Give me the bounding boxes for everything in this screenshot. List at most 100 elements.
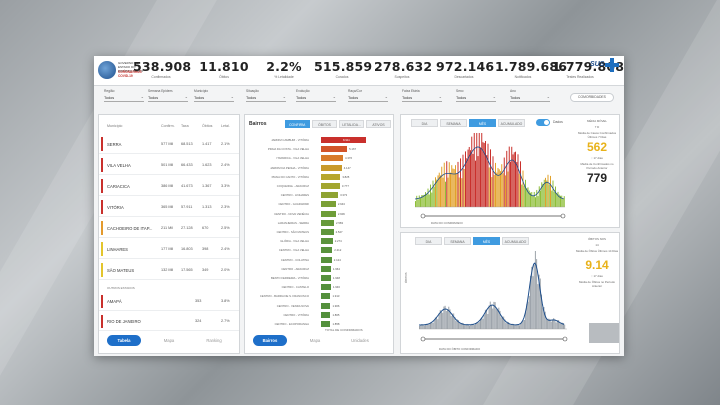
bar[interactable] — [321, 256, 332, 263]
confirmed-bar — [533, 191, 535, 207]
tab-mapa[interactable]: Mapa — [309, 338, 321, 343]
bar[interactable] — [321, 137, 366, 143]
row-color-marker — [101, 263, 103, 277]
table-row[interactable]: RIO DE JANEIRO 324 2.7% — [99, 313, 239, 331]
bar[interactable] — [321, 284, 331, 291]
slider-handle[interactable] — [420, 213, 426, 219]
bar[interactable] — [321, 183, 340, 189]
covid-logo-text: CORONAVÍRUS COVID-19 — [118, 70, 142, 78]
slider-handle[interactable] — [420, 336, 426, 342]
comorbidades-button[interactable]: COMORBIDADES — [570, 93, 614, 102]
bar[interactable] — [321, 219, 335, 226]
filter-dropdown[interactable]: Região Todos — [104, 89, 144, 109]
confirmed-bar — [437, 175, 439, 207]
bar[interactable] — [321, 275, 331, 281]
filter-dropdown[interactable]: Raça/Cor Todos — [348, 89, 388, 109]
bar[interactable] — [321, 201, 336, 208]
municipio-table-panel: Município Confirm. Taxa Óbitos Letal. SERRA 5… — [98, 114, 240, 354]
bar[interactable] — [321, 247, 333, 254]
tab-mapa[interactable]: Mapa — [163, 338, 175, 343]
table-column-header[interactable]: Óbitos — [202, 124, 213, 128]
bar[interactable] — [321, 293, 331, 300]
segment-option[interactable]: ACUMULADO — [498, 119, 525, 127]
filter-dropdown[interactable]: Faixa Etária Todos — [402, 89, 442, 109]
confirmed-bar — [560, 195, 561, 207]
table-row[interactable]: AMAPÁ 353 3.8% — [99, 293, 239, 311]
bar-label: CENTRO - BARRA DE S. FRANCISCO — [259, 294, 309, 299]
slider-handle[interactable] — [560, 213, 566, 219]
segment-option[interactable]: DIA — [415, 237, 442, 245]
table-row[interactable]: LINHARES 177 Mil 16.803 398 2.4% — [99, 240, 239, 259]
table-column-header[interactable]: Taxa — [181, 124, 189, 128]
bar-value: 1.865 — [332, 312, 340, 317]
table-row[interactable]: VITÓRIA 365 Mil 57.911 1.313 2.3% — [99, 198, 239, 217]
segment-option[interactable]: SEMANA — [444, 237, 471, 245]
filter-dropdown[interactable]: Situação Todos — [246, 89, 286, 109]
filter-dropdown[interactable]: Ano Todos — [510, 89, 550, 109]
death-bar — [453, 313, 455, 329]
bar[interactable] — [321, 155, 344, 162]
table-row[interactable]: CARIACICA 386 Mil 41.673 1.367 3.3% — [99, 177, 239, 196]
bar[interactable] — [321, 164, 342, 171]
bar[interactable] — [321, 229, 334, 235]
filter-dropdown[interactable]: Sexo Todos — [456, 89, 496, 109]
bar[interactable] — [321, 210, 336, 217]
filter-value[interactable]: Todos — [402, 94, 442, 102]
confirmed-bar — [452, 168, 454, 207]
bar-label: CENTRO - COLATINA — [280, 257, 309, 262]
segment-option[interactable]: ATIVOS — [366, 120, 391, 128]
row-color-marker — [101, 158, 103, 172]
filter-dropdown[interactable]: Evolução Todos — [296, 89, 336, 109]
confirmed-bar — [480, 147, 481, 207]
tab-unidades[interactable]: Unidades — [351, 338, 369, 343]
filter-value[interactable]: Todos — [194, 94, 234, 102]
table-column-header[interactable]: Confirm. — [161, 124, 175, 128]
confirmed-bar — [495, 162, 496, 207]
table-row[interactable]: CACHOEIRO DE ITAP... 211 Mil 27.128 670 2.5% — [99, 219, 239, 238]
table-row[interactable]: SÃO MATEUS 132 Mil 17.565 349 2.0% — [99, 261, 239, 280]
death-bar — [534, 251, 536, 329]
segment-option[interactable]: MÊS — [473, 237, 500, 245]
filter-value[interactable]: Todos — [510, 94, 550, 102]
slider-handle[interactable] — [562, 336, 568, 342]
segment-option[interactable]: SEMANA — [440, 119, 467, 127]
segment-option[interactable]: MÊS — [469, 119, 496, 127]
confirmed-bar — [443, 162, 445, 207]
filter-value[interactable]: Todos — [104, 94, 144, 102]
segment-option[interactable]: ACUMULADO — [502, 237, 529, 245]
tab-ranking[interactable]: Ranking — [206, 338, 222, 343]
filter-value[interactable]: Todos — [296, 94, 336, 102]
death-bar — [421, 324, 423, 329]
bar[interactable] — [321, 173, 341, 180]
filter-value[interactable]: Todos — [456, 94, 496, 102]
segment-option[interactable]: ÓBITOS — [312, 120, 337, 128]
bar[interactable] — [321, 321, 331, 327]
bar[interactable] — [321, 265, 331, 272]
filter-value[interactable]: Todos — [148, 94, 188, 102]
bar[interactable] — [321, 192, 339, 199]
table-column-header[interactable]: Município — [107, 124, 123, 128]
table-column-header[interactable]: Letal. — [221, 124, 230, 128]
bar[interactable] — [321, 238, 333, 245]
mid-tabs: Bairros Mapa Unidades — [245, 335, 393, 347]
bar[interactable] — [321, 311, 331, 318]
bar[interactable] — [321, 302, 331, 309]
bar-value: 2.906 — [337, 211, 345, 216]
filter-value[interactable]: Todos — [246, 94, 286, 102]
segment-option[interactable]: DIA — [411, 119, 438, 127]
tab-tabela[interactable]: Tabela — [107, 335, 141, 346]
confirmed-bar — [490, 149, 491, 207]
row-cell: 2.1% — [221, 142, 230, 146]
bar[interactable] — [321, 146, 348, 153]
data-toggle[interactable] — [536, 119, 550, 126]
segment-option[interactable]: LETALIDA... — [339, 120, 364, 128]
segment-option[interactable]: CONFIRM. — [285, 120, 310, 128]
filter-dropdown[interactable]: Semana Epidem. Todos — [148, 89, 188, 109]
filter-dropdown[interactable]: Município Todos — [194, 89, 234, 109]
death-bar — [559, 322, 561, 329]
tab-bairros[interactable]: Bairros — [253, 335, 287, 346]
table-row[interactable]: SERRA 577 Mil 68.513 1.417 2.1% — [99, 135, 239, 154]
filter-value[interactable]: Todos — [348, 94, 388, 102]
bairros-panel: Bairros CONFIRM. ÓBITOS LETALIDA... ATIVOS … — [244, 114, 394, 354]
table-row[interactable]: VILA VELHA 501 Mil 66.433 1.623 2.4% — [99, 156, 239, 175]
